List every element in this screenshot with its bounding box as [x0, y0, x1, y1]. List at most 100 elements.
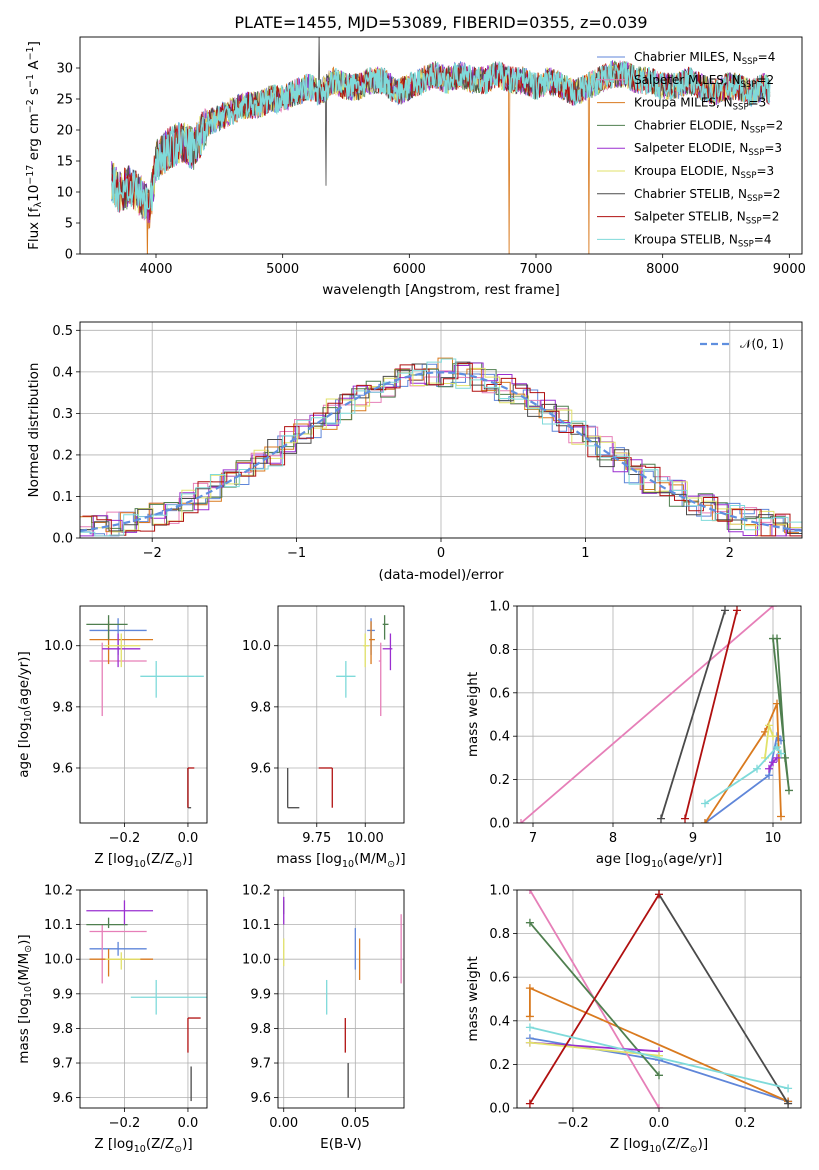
histogram-kroupa-elodie	[80, 367, 802, 533]
spectrum-xtick-label: 5000	[266, 262, 299, 277]
mass_vs_Z-xlabel-part: ⊙	[174, 1144, 182, 1155]
mass_vs_ebv-xtick-label: 0.00	[269, 1116, 298, 1131]
spectrum-ylabel-part: 10	[26, 185, 42, 202]
legend-nssp: =2	[762, 210, 780, 224]
residuals-ylabel: Normed distribution	[26, 363, 42, 498]
mass_vs_Z-ytick-label: 9.9	[52, 987, 73, 1002]
age_vs_Z-ylabel-part: age [log	[16, 722, 32, 777]
mass_weight_vs_Z-line-kroupa-stelib	[529, 1026, 789, 1090]
legend-series-name: Chabrier ELODIE, N	[634, 118, 750, 132]
mass_vs_Z-ytick-label: 9.7	[52, 1057, 73, 1072]
mass_weight_vs_age-xlabel-part: 10	[651, 859, 663, 870]
legend-subscript: SSP	[742, 57, 758, 67]
legend-entry: Salpeter ELODIE, NSSP=3	[634, 141, 782, 158]
age_vs_Z-ytick-label: 9.6	[52, 761, 73, 776]
spectrum-xtick-label: 9000	[773, 262, 806, 277]
age_vs_mass-ytick-label: 10.0	[242, 639, 271, 654]
legend-nssp: =3	[749, 96, 767, 110]
mass_weight_vs_age-marker	[701, 799, 709, 808]
age_vs_Z-xlabel-part: (Z/Z	[146, 851, 174, 867]
residuals-xtick-label: −1	[287, 546, 306, 561]
mass_vs_Z-xlabel-part: Z [log	[94, 1136, 133, 1152]
spectrum-panel: 4000 5000 6000 7000 8000 9000 0 5 10 15 20 25 30 PLAT…	[25, 13, 806, 298]
age_vs_Z-ylabel-part: (age/yr)]	[16, 651, 32, 710]
mass_weight_vs_Z-xlabel-part: )]	[698, 1136, 709, 1152]
mass_weight_vs_age-ytick-label: 0.2	[489, 773, 510, 788]
legend-series-name: Kroupa ELODIE, N	[634, 164, 741, 178]
mass_weight_vs_Z-ytick-label: 0.6	[489, 971, 510, 986]
legend-series-name: Kroupa STELIB, N	[634, 232, 738, 246]
age_vs_Z-ytick-label: 9.8	[52, 700, 73, 715]
mass_weight_vs_age-marker	[769, 732, 777, 741]
mass_weight_vs_age-line-salpeter-stelib	[684, 610, 738, 819]
mass_weight_vs_age-xtick-label: 9	[689, 831, 697, 846]
age_vs_mass-frame	[277, 605, 405, 824]
age_vs_Z-xlabel-part: ⊙	[174, 859, 182, 870]
mass_weight_vs_age-marker	[781, 753, 789, 762]
mass_weight_vs_Z-marker	[655, 1071, 663, 1080]
spectrum-ytick-label: 20	[56, 124, 73, 139]
mass_weight_vs_Z-ytick-label: 0.4	[489, 1014, 510, 1029]
mass_vs_ebv-ytick-label: 10.0	[242, 953, 271, 968]
mass_weight_vs_age-xlabel-part: age [log	[596, 851, 651, 867]
spectrum-frame	[79, 36, 803, 255]
residuals-legend: 𝒩(0, 1)	[700, 337, 784, 351]
mass_weight_vs_Z-xlabel-part: (Z/Z	[661, 1136, 689, 1152]
legend-entry: Kroupa MILES, NSSP=3	[634, 96, 766, 113]
spectrum-xtick-label: 7000	[519, 262, 552, 277]
age_vs_mass-xlabel-part: (M/M	[354, 851, 387, 867]
mass_vs_Z-ytick-label: 10.0	[44, 953, 73, 968]
spectrum-ytick-label: 5	[65, 217, 73, 232]
legend-entry: Kroupa STELIB, NSSP=4	[634, 232, 772, 249]
age_vs_Z-xlabel-part: Z [log	[94, 851, 133, 867]
spectrum-plot-area	[111, 37, 771, 254]
mass_vs_Z-plot-area	[80, 890, 207, 1108]
histogram-chabrier-stelib	[80, 361, 802, 534]
mass_weight_vs_Z-plot-area	[517, 890, 801, 1108]
legend-subscript: SSP	[746, 217, 762, 227]
age_vs_mass-xlabel: mass [log10(M/M⊙)]	[276, 851, 405, 870]
age_vs_mass-ytick-label: 9.6	[250, 761, 271, 776]
residuals-ytick-label: 0.4	[52, 365, 73, 380]
mass_weight_vs_age-marker	[777, 749, 785, 758]
mass_weight_vs_age-marker	[773, 753, 781, 762]
age_vs_mass-xtick-label: 9.75	[302, 831, 331, 846]
age_vs_mass-xlabel-part: ⊙	[387, 859, 395, 870]
mass_weight_vs_age-marker	[777, 812, 785, 821]
residuals-frame	[79, 321, 803, 539]
spectrum-ylabel: Flux [fλ10−17 erg cm−2 s−1 A−1]	[25, 41, 44, 250]
histogram-kroupa-stelib	[80, 358, 802, 537]
age_vs_Z-xlabel-part: )]	[182, 851, 193, 867]
spectrum-ylabel-part: −17	[25, 165, 36, 185]
legend-nssp: =2	[763, 187, 781, 201]
mass_weight_vs_Z-ytick-label: 1.0	[489, 884, 510, 899]
residuals-ytick-label: 0.3	[52, 407, 73, 422]
mass_vs_ebv-ytick-label: 10.1	[242, 918, 271, 933]
mass_vs_ebv-ytick-label: 9.6	[250, 1091, 271, 1106]
mass_weight_vs_Z-marker	[784, 1099, 793, 1108]
mass_weight_vs_Z-marker	[655, 1104, 663, 1108]
spectrum-ytick-label: 30	[56, 62, 73, 77]
mass_weight_vs_Z-marker	[525, 918, 534, 927]
mass_vs_Z-ytick-label: 10.1	[44, 918, 73, 933]
spectrum-ylabel-part: A	[26, 60, 42, 74]
mass_vs_Z-frame	[79, 889, 208, 1109]
mass_weight_vs_age-xtick-label: 8	[609, 831, 617, 846]
mass_weight_vs_Z-ytick-label: 0.2	[489, 1058, 510, 1073]
mass_weight_vs_age-marker	[517, 819, 525, 823]
mass_weight_vs_age-marker	[721, 606, 729, 615]
mass_weight_vs_age-marker	[769, 606, 777, 610]
legend-nssp: =4	[758, 50, 776, 64]
mass_vs_Z-xtick-label: 0.0	[178, 1116, 199, 1131]
age_vs_Z-xlabel-part: 10	[134, 859, 146, 870]
mass_vs_ebv-ytick-label: 9.7	[250, 1057, 271, 1072]
mass_weight_vs_age-line-chabrier-elodie	[772, 638, 790, 791]
mass_vs_Z-ytick-label: 9.6	[52, 1091, 73, 1106]
age_vs_Z-ylabel: age [log10(age/yr)]	[16, 651, 34, 777]
mass_weight_vs_Z-line-salpeter-stelib	[529, 893, 660, 1105]
legend-entry: Salpeter MILES, NSSP=2	[634, 73, 774, 90]
mass_weight_vs_Z-ylabel: mass weight	[465, 956, 481, 1041]
mass_weight_vs_age-ytick-label: 0.0	[489, 817, 510, 832]
